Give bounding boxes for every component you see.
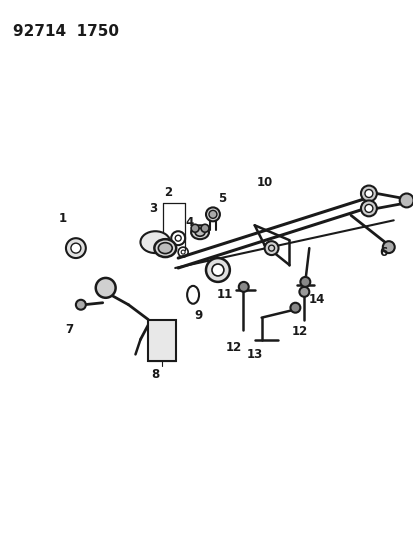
Text: 4: 4 bbox=[185, 216, 193, 229]
Circle shape bbox=[209, 211, 216, 219]
Circle shape bbox=[299, 287, 309, 297]
Circle shape bbox=[206, 207, 219, 221]
Text: 5: 5 bbox=[217, 192, 225, 205]
Text: 11: 11 bbox=[216, 288, 233, 301]
Circle shape bbox=[238, 282, 248, 292]
Circle shape bbox=[290, 303, 300, 313]
Circle shape bbox=[66, 238, 85, 258]
Circle shape bbox=[211, 264, 223, 276]
Circle shape bbox=[364, 205, 372, 212]
Ellipse shape bbox=[140, 231, 170, 253]
Text: 2: 2 bbox=[164, 186, 172, 199]
Circle shape bbox=[399, 193, 413, 207]
Ellipse shape bbox=[158, 243, 172, 254]
Text: 13: 13 bbox=[246, 348, 262, 361]
Circle shape bbox=[382, 241, 394, 253]
Ellipse shape bbox=[191, 225, 209, 239]
Text: 6: 6 bbox=[379, 246, 387, 259]
Circle shape bbox=[360, 185, 376, 201]
Circle shape bbox=[201, 224, 209, 232]
Circle shape bbox=[360, 200, 376, 216]
Circle shape bbox=[300, 277, 310, 287]
Text: 8: 8 bbox=[151, 368, 159, 381]
Bar bbox=[148, 320, 176, 361]
Circle shape bbox=[191, 224, 199, 232]
Circle shape bbox=[71, 243, 81, 253]
Text: 1: 1 bbox=[59, 212, 67, 225]
Circle shape bbox=[364, 190, 372, 197]
Ellipse shape bbox=[195, 228, 204, 236]
Text: 14: 14 bbox=[309, 293, 325, 306]
Text: 7: 7 bbox=[65, 323, 73, 336]
Text: 3: 3 bbox=[149, 202, 157, 215]
Circle shape bbox=[264, 241, 278, 255]
Circle shape bbox=[76, 300, 85, 310]
Text: 9: 9 bbox=[193, 309, 202, 322]
Text: 10: 10 bbox=[256, 176, 272, 189]
Circle shape bbox=[95, 278, 115, 298]
Ellipse shape bbox=[154, 239, 176, 257]
Text: 12: 12 bbox=[291, 325, 307, 338]
Text: 12: 12 bbox=[225, 341, 241, 354]
Circle shape bbox=[206, 258, 229, 282]
Text: 92714  1750: 92714 1750 bbox=[13, 23, 119, 38]
